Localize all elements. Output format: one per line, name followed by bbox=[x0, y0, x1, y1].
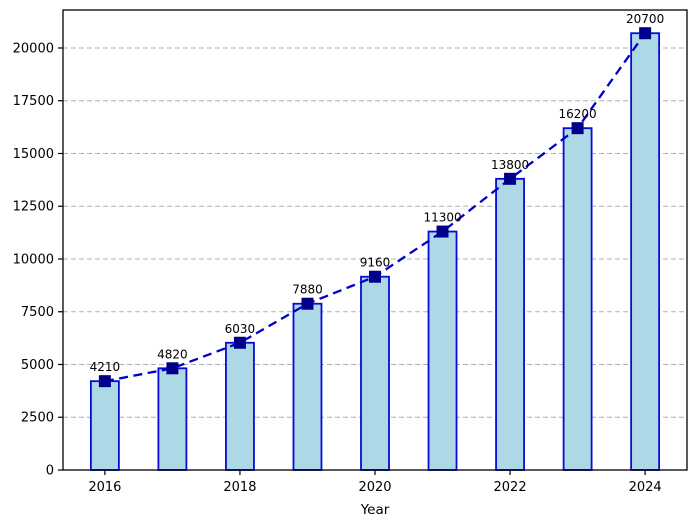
bar bbox=[157, 367, 188, 471]
bar bbox=[225, 341, 255, 471]
bar-value-label: 16200 bbox=[559, 107, 597, 121]
x-tick-label: 2016 bbox=[88, 480, 121, 495]
data-point-marker bbox=[98, 375, 111, 388]
bar-value-label: 4210 bbox=[90, 360, 121, 374]
y-tick-label: 0 bbox=[46, 464, 54, 479]
bar-value-label: 20700 bbox=[626, 12, 664, 26]
y-tick-label: 17500 bbox=[13, 94, 54, 109]
x-tick-label: 2022 bbox=[494, 480, 527, 495]
bar-value-label: 7880 bbox=[292, 283, 323, 297]
data-point-marker bbox=[166, 362, 179, 375]
y-tick-label: 10000 bbox=[13, 252, 54, 267]
bar bbox=[360, 275, 390, 471]
y-tick-label: 2500 bbox=[21, 411, 54, 426]
bar bbox=[292, 302, 323, 471]
data-point-marker bbox=[504, 172, 517, 185]
data-point-marker bbox=[639, 27, 652, 40]
bar bbox=[89, 380, 120, 471]
x-tick-label: 2020 bbox=[358, 480, 391, 495]
x-tick-label: 2018 bbox=[223, 480, 256, 495]
bar-value-label: 11300 bbox=[423, 211, 461, 225]
y-tick-label: 15000 bbox=[13, 147, 54, 162]
data-point-marker bbox=[301, 297, 314, 310]
bar bbox=[562, 127, 593, 471]
data-point-marker bbox=[233, 336, 246, 349]
bar-value-label: 4820 bbox=[157, 347, 188, 361]
bar bbox=[427, 230, 458, 471]
y-tick-label: 7500 bbox=[21, 305, 54, 320]
data-point-marker bbox=[436, 225, 449, 238]
bar-value-label: 13800 bbox=[491, 158, 529, 172]
x-tick-label: 2024 bbox=[629, 480, 662, 495]
data-point-marker bbox=[571, 122, 584, 135]
y-tick-label: 5000 bbox=[21, 358, 54, 373]
bar-value-label: 9160 bbox=[360, 256, 391, 270]
bar bbox=[495, 177, 525, 471]
data-point-marker bbox=[369, 270, 381, 283]
y-tick-label: 12500 bbox=[13, 200, 54, 215]
bar bbox=[630, 32, 661, 471]
bar-value-label: 6030 bbox=[225, 322, 256, 336]
y-tick-label: 20000 bbox=[13, 41, 54, 56]
x-axis-title: Year bbox=[360, 502, 390, 518]
